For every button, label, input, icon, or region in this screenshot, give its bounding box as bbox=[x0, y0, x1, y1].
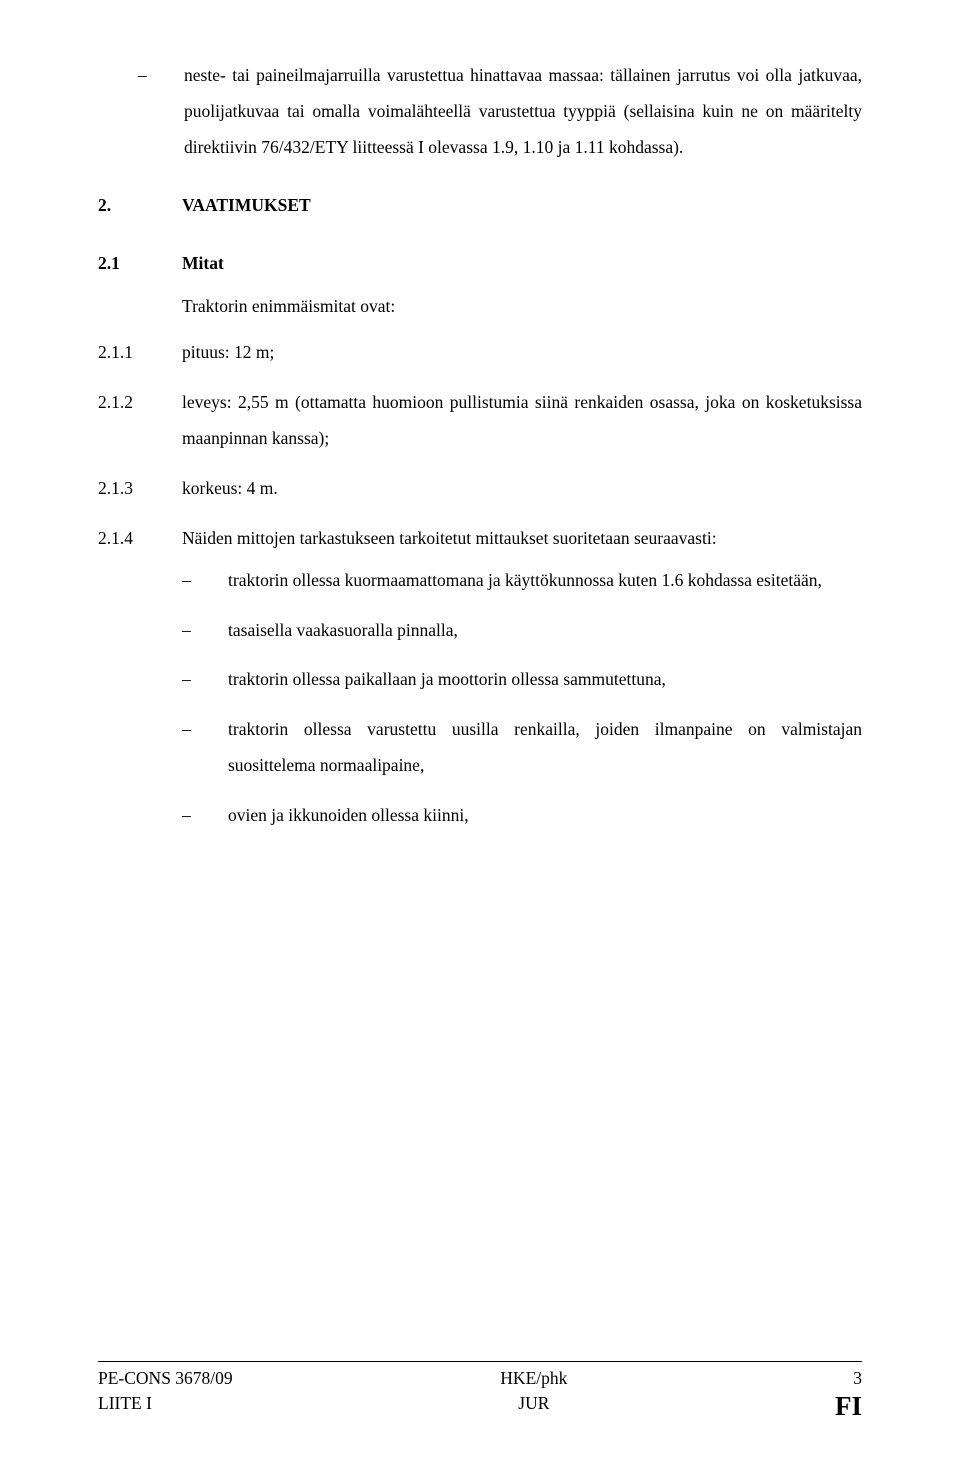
item-text: leveys: 2,55 m (ottamatta huomioon pulli… bbox=[182, 385, 862, 457]
intro-bullet: – neste- tai paineilmajarruilla varustet… bbox=[138, 58, 862, 166]
list-item: – traktorin ollessa kuormaamattomana ja … bbox=[182, 563, 862, 599]
section-title: Mitat bbox=[182, 246, 862, 282]
list-item-text: traktorin ollessa kuormaamattomana ja kä… bbox=[228, 563, 862, 599]
bullet-dash-icon: – bbox=[182, 712, 228, 784]
item-2-1-2: 2.1.2 leveys: 2,55 m (ottamatta huomioon… bbox=[98, 385, 862, 457]
bullet-dash-icon: – bbox=[138, 58, 184, 166]
footer-annex: LIITE I bbox=[98, 1391, 233, 1416]
section-number: 2. bbox=[98, 188, 182, 224]
item-number: 2.1.4 bbox=[98, 521, 182, 557]
list-item-text: traktorin ollessa paikallaan ja moottori… bbox=[228, 662, 862, 698]
page-footer: PE-CONS 3678/09 LIITE I HKE/phk JUR 3 FI bbox=[98, 1361, 862, 1420]
section-number: 2.1 bbox=[98, 246, 182, 282]
bullet-dash-icon: – bbox=[182, 798, 228, 834]
footer-grid: PE-CONS 3678/09 LIITE I HKE/phk JUR 3 FI bbox=[98, 1366, 862, 1420]
item-text: korkeus: 4 m. bbox=[182, 471, 862, 507]
footer-page-number: 3 bbox=[835, 1366, 862, 1391]
item-number: 2.1.1 bbox=[98, 335, 182, 371]
item-text: pituus: 12 m; bbox=[182, 335, 862, 371]
intro-bullet-text: neste- tai paineilmajarruilla varustettu… bbox=[184, 58, 862, 166]
footer-center: HKE/phk JUR bbox=[233, 1366, 835, 1420]
section-2-heading: 2. VAATIMUKSET bbox=[98, 188, 862, 224]
section-title: VAATIMUKSET bbox=[182, 188, 862, 224]
footer-unit: JUR bbox=[233, 1391, 835, 1416]
document-page: – neste- tai paineilmajarruilla varustet… bbox=[0, 0, 960, 1470]
item-number: 2.1.2 bbox=[98, 385, 182, 457]
section-2-1-heading: 2.1 Mitat bbox=[98, 246, 862, 282]
list-item: – ovien ja ikkunoiden ollessa kiinni, bbox=[182, 798, 862, 834]
footer-language-code: FI bbox=[835, 1393, 862, 1420]
list-item: – tasaisella vaakasuoralla pinnalla, bbox=[182, 613, 862, 649]
item-2-1-1: 2.1.1 pituus: 12 m; bbox=[98, 335, 862, 371]
item-2-1-4-list: – traktorin ollessa kuormaamattomana ja … bbox=[98, 563, 862, 834]
list-item: – traktorin ollessa varustettu uusilla r… bbox=[182, 712, 862, 784]
item-number: 2.1.3 bbox=[98, 471, 182, 507]
bullet-dash-icon: – bbox=[182, 563, 228, 599]
list-item-text: tasaisella vaakasuoralla pinnalla, bbox=[228, 613, 862, 649]
footer-initials: HKE/phk bbox=[233, 1366, 835, 1391]
section-2-1-intro: Traktorin enimmäismitat ovat: bbox=[182, 289, 862, 325]
list-item-text: ovien ja ikkunoiden ollessa kiinni, bbox=[228, 798, 862, 834]
document-body: – neste- tai paineilmajarruilla varustet… bbox=[98, 58, 862, 834]
item-text: Näiden mittojen tarkastukseen tarkoitetu… bbox=[182, 521, 862, 557]
list-item-text: traktorin ollessa varustettu uusilla ren… bbox=[228, 712, 862, 784]
footer-right: 3 FI bbox=[835, 1366, 862, 1420]
bullet-dash-icon: – bbox=[182, 662, 228, 698]
bullet-dash-icon: – bbox=[182, 613, 228, 649]
list-item: – traktorin ollessa paikallaan ja mootto… bbox=[182, 662, 862, 698]
footer-rule bbox=[98, 1361, 862, 1362]
footer-left: PE-CONS 3678/09 LIITE I bbox=[98, 1366, 233, 1420]
item-2-1-4: 2.1.4 Näiden mittojen tarkastukseen tark… bbox=[98, 521, 862, 557]
item-2-1-3: 2.1.3 korkeus: 4 m. bbox=[98, 471, 862, 507]
footer-doc-code: PE-CONS 3678/09 bbox=[98, 1366, 233, 1391]
